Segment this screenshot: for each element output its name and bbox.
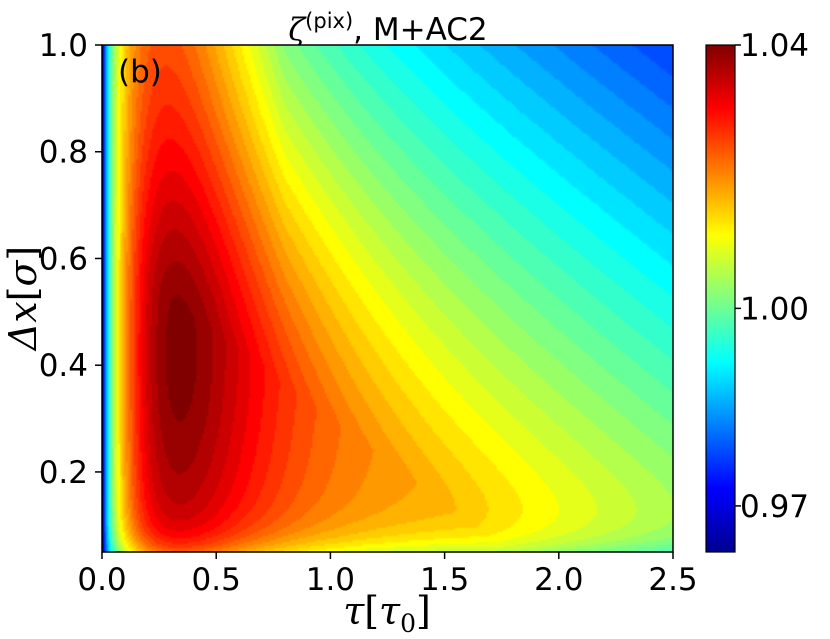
x-tick-label: 1.0 bbox=[306, 562, 355, 598]
title-superscript: (pix) bbox=[305, 9, 353, 33]
y-axis-symbol: Δx bbox=[1, 301, 45, 352]
x-tick-label: 1.5 bbox=[420, 562, 469, 598]
x-axis-ticks: 0.0 0.5 1.0 1.5 2.0 2.5 bbox=[77, 552, 698, 598]
y-axis-close: ] bbox=[1, 246, 45, 261]
colorbar-frame bbox=[705, 44, 736, 553]
colorbar-gradient bbox=[706, 45, 735, 552]
y-tick-label: 0.8 bbox=[39, 135, 88, 171]
x-axis-open: [ bbox=[364, 589, 379, 633]
colorbar-tick-label: 1.00 bbox=[740, 291, 809, 327]
x-axis-symbol: τ bbox=[343, 589, 365, 633]
x-axis-sub: 0 bbox=[400, 609, 416, 638]
plot-area: (b) bbox=[101, 44, 674, 553]
x-axis-inner: τ bbox=[379, 589, 401, 633]
x-tick-label: 2.5 bbox=[648, 562, 697, 598]
x-tick-label: 0.5 bbox=[192, 562, 241, 598]
plot-frame bbox=[101, 44, 674, 553]
y-axis-ticks: 0.2 0.4 0.6 0.8 1.0 bbox=[39, 28, 102, 491]
chart-title: ζ(pix), M+AC2 bbox=[288, 9, 487, 48]
x-axis-label: τ[τ0] bbox=[343, 589, 431, 638]
x-axis-close: ] bbox=[416, 589, 431, 633]
y-axis-inner: σ bbox=[1, 260, 45, 287]
colorbar-ticks: 0.97 1.00 1.04 bbox=[735, 28, 809, 525]
colorbar: 0.97 1.00 1.04 bbox=[705, 28, 809, 553]
y-axis-open: [ bbox=[1, 287, 45, 302]
colorbar-tick-label: 1.04 bbox=[740, 28, 809, 64]
y-tick-label: 0.2 bbox=[39, 455, 88, 491]
x-tick-label: 0.0 bbox=[77, 562, 126, 598]
y-tick-label: 1.0 bbox=[39, 28, 88, 64]
heatmap-field bbox=[102, 45, 673, 552]
title-rest: , M+AC2 bbox=[353, 12, 487, 48]
title-symbol: ζ bbox=[288, 12, 307, 48]
y-axis-label: Δx[σ] bbox=[1, 246, 45, 352]
y-tick-label: 0.4 bbox=[39, 348, 88, 384]
y-tick-label: 0.6 bbox=[39, 241, 88, 277]
colorbar-tick-label: 0.97 bbox=[740, 489, 809, 525]
panel-label: (b) bbox=[118, 54, 162, 90]
x-tick-label: 2.0 bbox=[534, 562, 583, 598]
